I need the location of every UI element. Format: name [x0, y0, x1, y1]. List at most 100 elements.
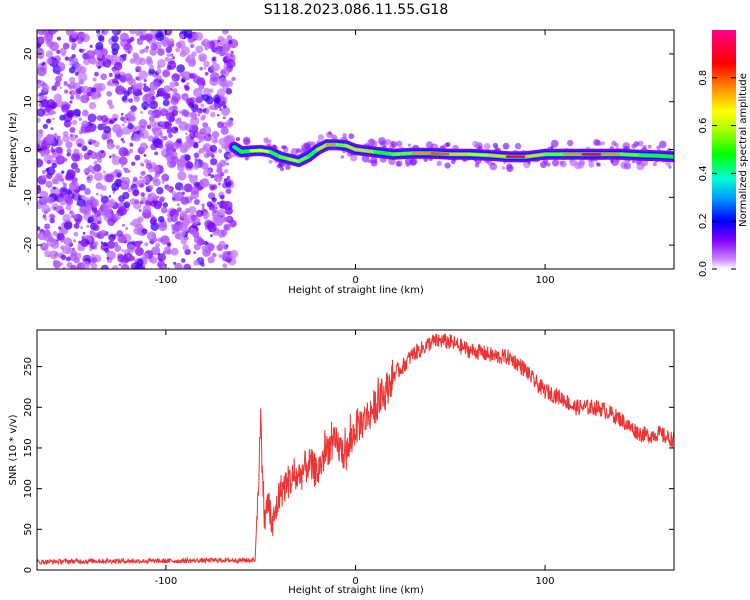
- noise-speckle: [167, 243, 171, 247]
- ridge-halo: [263, 137, 270, 143]
- noise-speckle: [111, 35, 119, 43]
- ridge-core: [524, 153, 547, 158]
- noise-speckle: [214, 96, 221, 104]
- noise-speckle: [160, 135, 164, 139]
- noise-speckle: [125, 227, 129, 230]
- noise-speckle: [209, 107, 213, 110]
- ridge-halo: [407, 143, 411, 147]
- noise-speckle: [199, 108, 202, 112]
- ridge-halo: [396, 140, 403, 147]
- ridge-core: [232, 145, 244, 154]
- noise-speckle: [164, 121, 172, 129]
- noise-speckle: [135, 65, 142, 73]
- noise-speckle: [181, 191, 185, 195]
- ridge-core: [429, 152, 452, 156]
- noise-speckle: [113, 62, 123, 71]
- noise-speckle: [226, 58, 236, 69]
- noise-speckle: [83, 168, 91, 175]
- snr-x-tick-label: -100: [155, 576, 178, 587]
- ridge-halo: [244, 156, 249, 161]
- noise-speckle: [78, 48, 83, 53]
- noise-speckle: [175, 118, 182, 125]
- noise-speckle: [140, 196, 147, 204]
- noise-speckle: [195, 45, 204, 54]
- ridge-halo: [310, 141, 316, 146]
- noise-speckle: [37, 108, 46, 117]
- noise-speckle: [150, 100, 156, 105]
- noise-speckle: [40, 242, 49, 251]
- noise-speckle: [86, 92, 92, 97]
- noise-speckle: [149, 120, 157, 128]
- noise-speckle: [75, 218, 81, 225]
- noise-speckle: [146, 124, 152, 130]
- noise-speckle: [184, 85, 190, 91]
- noise-speckle: [142, 175, 150, 184]
- noise-speckle: [210, 72, 220, 82]
- noise-speckle: [93, 140, 100, 148]
- noise-speckle: [126, 180, 130, 185]
- noise-speckle: [134, 240, 141, 248]
- noise-speckle: [222, 201, 230, 210]
- colorbar-tick-label: 0.4: [698, 165, 709, 181]
- noise-speckle: [180, 157, 184, 161]
- noise-speckle: [201, 38, 210, 47]
- noise-speckle: [185, 135, 192, 141]
- spectrogram-x-tick-label: -100: [155, 275, 178, 286]
- noise-speckle: [217, 113, 220, 117]
- noise-speckle: [193, 143, 199, 149]
- noise-speckle: [211, 62, 221, 72]
- noise-speckle: [148, 257, 153, 263]
- ridge-halo: [348, 133, 355, 140]
- noise-speckle: [69, 127, 76, 133]
- noise-speckle: [150, 222, 159, 231]
- figure-title: S118.2023.086.11.55.G18: [264, 2, 449, 18]
- noise-speckle: [146, 145, 149, 149]
- ridge-core: [259, 149, 272, 154]
- noise-speckle: [55, 146, 63, 154]
- colorbar-tick-label: 0.6: [698, 118, 709, 134]
- noise-speckle: [116, 132, 122, 138]
- noise-speckle: [136, 39, 143, 46]
- noise-speckle: [99, 221, 102, 224]
- noise-speckle: [106, 91, 112, 97]
- ridge-halo: [282, 145, 287, 149]
- noise-speckle: [60, 262, 64, 266]
- noise-speckle: [201, 128, 207, 133]
- ridge-halo: [328, 131, 332, 135]
- noise-speckle: [118, 91, 122, 95]
- noise-speckle: [40, 232, 44, 235]
- noise-speckle: [122, 123, 125, 127]
- noise-speckle: [184, 154, 191, 161]
- noise-speckle: [70, 57, 79, 65]
- noise-speckle: [60, 245, 65, 250]
- noise-speckle: [66, 152, 71, 157]
- noise-speckle: [62, 135, 70, 143]
- noise-speckle: [176, 203, 180, 207]
- noise-speckle: [53, 206, 57, 210]
- noise-speckle: [42, 61, 46, 65]
- noise-speckle: [191, 229, 195, 233]
- noise-speckle: [180, 196, 189, 205]
- noise-speckle: [106, 142, 115, 150]
- ridge-core: [268, 150, 282, 158]
- snr-axes: -100 0 100 0 50 100 150 200 250: [23, 330, 674, 587]
- noise-speckle: [121, 249, 124, 252]
- noise-speckle: [113, 117, 118, 122]
- noise-speckle: [134, 247, 144, 256]
- noise-speckle: [102, 57, 108, 63]
- noise-speckle: [129, 255, 135, 262]
- ridge-halo: [236, 137, 241, 142]
- ridge-halo: [396, 160, 403, 167]
- noise-speckle: [142, 230, 147, 235]
- ridge-core: [467, 153, 490, 157]
- noise-speckle: [112, 191, 115, 195]
- ridge-halo: [369, 138, 375, 144]
- noise-speckle: [44, 148, 51, 155]
- noise-speckle: [68, 76, 76, 84]
- spectrogram-x-label: Height of straight line (km): [288, 285, 424, 296]
- noise-speckle: [103, 242, 108, 247]
- noise-speckle: [103, 170, 106, 174]
- noise-speckle: [199, 258, 202, 261]
- noise-speckle: [46, 58, 53, 65]
- noise-speckle: [116, 230, 124, 237]
